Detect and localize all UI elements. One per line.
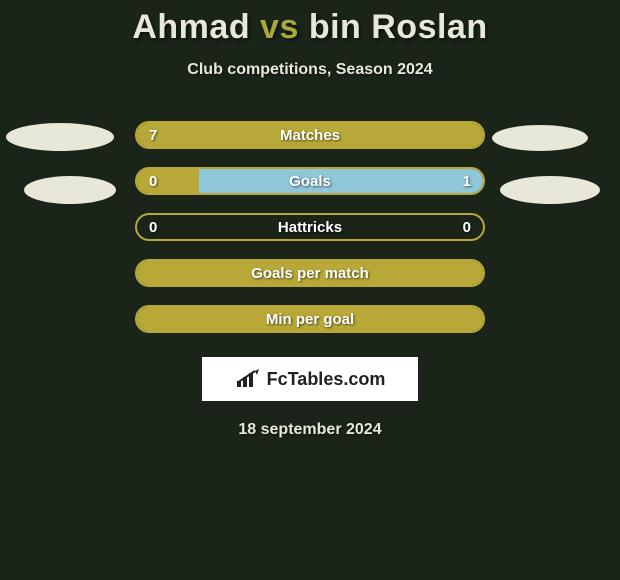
stat-row-goals: 0 Goals 1 [135, 167, 485, 195]
decorative-ellipse [6, 123, 114, 151]
subtitle: Club competitions, Season 2024 [0, 61, 620, 79]
decorative-ellipse [24, 176, 116, 204]
stat-row-min-per-goal: Min per goal [135, 305, 485, 333]
stat-value-right: 0 [463, 215, 471, 239]
stat-row-goals-per-match: Goals per match [135, 259, 485, 287]
stat-label: Matches [137, 123, 483, 147]
stat-label: Goals [137, 169, 483, 193]
player1-name: Ahmad [132, 8, 250, 46]
date-text: 18 september 2024 [0, 421, 620, 439]
stat-label: Hattricks [137, 215, 483, 239]
stat-label: Min per goal [137, 307, 483, 331]
decorative-ellipse [492, 125, 588, 151]
stat-value-right: 1 [463, 169, 471, 193]
brand-text: FcTables.com [267, 369, 386, 390]
decorative-ellipse [500, 176, 600, 204]
stat-row-matches: 7 Matches [135, 121, 485, 149]
vs-text: vs [260, 8, 299, 46]
comparison-title: Ahmad vs bin Roslan [0, 0, 620, 47]
player2-name: bin Roslan [309, 8, 488, 46]
stat-label: Goals per match [137, 261, 483, 285]
stat-row-hattricks: 0 Hattricks 0 [135, 213, 485, 241]
brand-logo: FcTables.com [202, 357, 418, 401]
stats-container: 7 Matches 0 Goals 1 0 Hattricks 0 Goals … [0, 121, 620, 333]
chart-icon [235, 369, 261, 389]
